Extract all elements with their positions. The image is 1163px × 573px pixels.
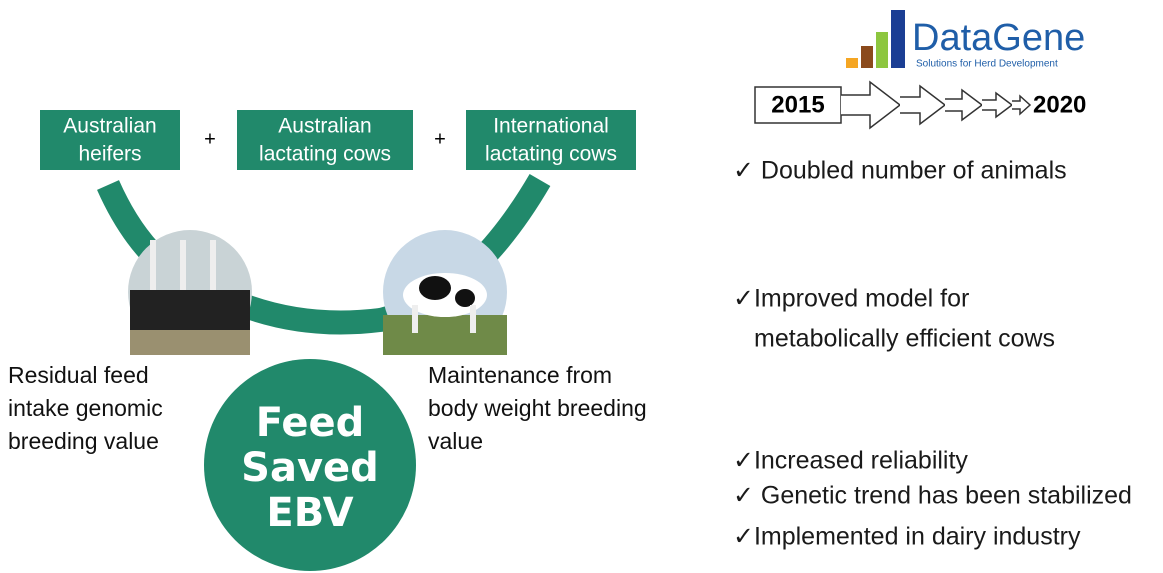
year-end: 2020: [1033, 91, 1086, 118]
center-label: Saved: [241, 445, 379, 491]
box: [40, 110, 180, 170]
caption: intake genomic: [8, 395, 163, 421]
check-item: ✓ Genetic trend has been stabilized: [733, 482, 1132, 510]
check-item: ✓ Doubled number of animals: [733, 157, 1067, 185]
center-circle: [204, 359, 416, 571]
check-item: ✓Increased reliability: [733, 447, 968, 475]
year-start: 2015: [771, 91, 824, 118]
caption: breeding value: [8, 428, 159, 454]
box: [466, 110, 636, 170]
logo-name: DataGene: [912, 17, 1085, 59]
logo-bars: [846, 10, 905, 68]
center-label: Feed: [256, 400, 365, 446]
logo-tagline: Solutions for Herd Development: [916, 59, 1058, 70]
check-item: metabolically efficient cows: [754, 325, 1055, 353]
plus: +: [204, 128, 216, 150]
caption: body weight breeding: [428, 395, 647, 421]
timeline-arrows: [841, 80, 1032, 130]
caption: Residual feed: [8, 362, 149, 388]
box-label: lactating cows: [259, 143, 391, 166]
photo-feeders: [128, 230, 252, 355]
plus: +: [434, 128, 446, 150]
caption: Maintenance from: [428, 362, 612, 388]
check-item: ✓Implemented in dairy industry: [733, 523, 1081, 551]
center-label: EBV: [266, 490, 353, 536]
box-label: Australian: [278, 115, 371, 138]
box-label: Australian: [63, 115, 156, 138]
check-item: ✓Improved model for: [733, 285, 969, 313]
caption: value: [428, 428, 483, 454]
box-label: heifers: [78, 143, 141, 166]
box-label: lactating cows: [485, 143, 617, 166]
box: [237, 110, 413, 170]
photo-cow: [383, 230, 507, 355]
box-label: International: [493, 115, 609, 138]
